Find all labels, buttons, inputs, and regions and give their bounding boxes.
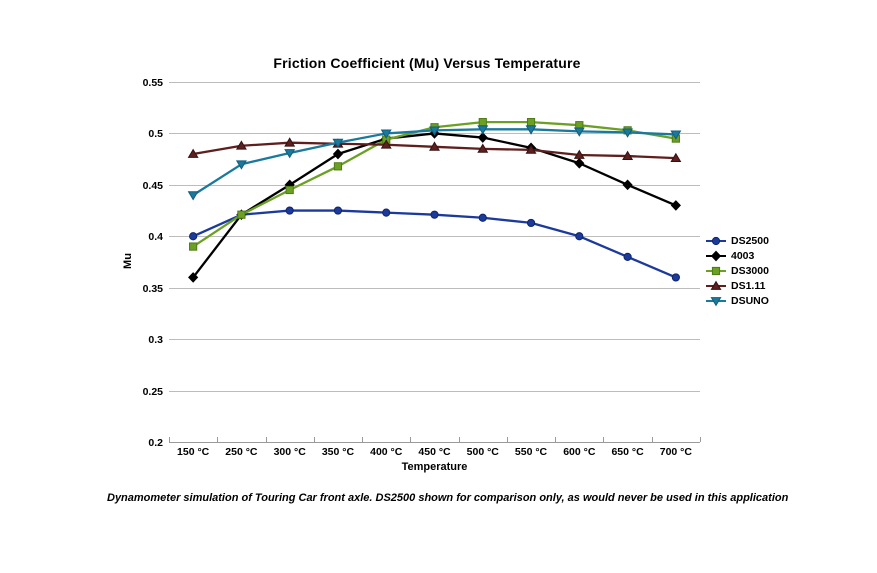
y-tick-label: 0.5: [148, 128, 163, 140]
data-point-DS3000: [333, 162, 343, 171]
x-tick-label: 450 °C: [418, 446, 451, 458]
series-DS2500: [189, 206, 680, 282]
series-DSUNO: [187, 125, 682, 201]
series-4003: [188, 128, 681, 283]
data-point-DSUNO: [573, 127, 585, 137]
data-point-DSUNO: [429, 126, 440, 136]
data-point-DS1.11: [477, 143, 489, 153]
x-tick-label: 600 °C: [563, 446, 596, 458]
legend-label: DS3000: [731, 264, 769, 277]
data-point-4003: [670, 200, 681, 211]
legend-label: DS1.11: [731, 279, 766, 292]
x-tick-label: 650 °C: [611, 446, 644, 458]
data-point-DSUNO: [477, 125, 489, 135]
data-point-DSUNO: [187, 191, 199, 201]
legend-item-DSUNO: DSUNO: [706, 293, 769, 308]
data-point-DS1.11: [187, 148, 199, 158]
data-point-DS2500: [671, 273, 680, 282]
data-point-4003: [332, 148, 344, 160]
data-point-DS3000: [478, 118, 487, 127]
x-tick-label: 300 °C: [274, 446, 307, 458]
data-point-DS1.11: [670, 152, 682, 163]
data-point-4003: [188, 272, 199, 283]
legend-label: 4003: [731, 249, 755, 262]
data-point-DSUNO: [525, 125, 537, 135]
legend-item-4003: 4003: [706, 248, 769, 263]
x-axis-ticks-and-labels: 150 °C 250 °C 300 °C 350 °C 400 °C 450 °C 500 …: [169, 437, 701, 458]
square-marker-icon: [706, 266, 726, 275]
data-point-DS3000: [285, 185, 294, 195]
data-point-DS3000: [526, 118, 536, 127]
data-point-DS3000: [237, 210, 246, 219]
legend-label: DSUNO: [731, 294, 769, 307]
y-tick-label: 0.55: [143, 77, 164, 89]
data-point-DS3000: [189, 242, 198, 251]
x-tick-label: 400 °C: [370, 446, 403, 458]
data-point-DS2500: [623, 252, 632, 261]
triangle-up-marker-icon: [706, 280, 726, 290]
x-axis-title: Temperature: [401, 461, 468, 473]
x-tick-label: 250 °C: [225, 446, 258, 458]
data-point-4003: [574, 157, 585, 169]
data-point-DSUNO: [284, 149, 296, 159]
data-point-4003: [622, 179, 633, 191]
circle-marker-icon: [706, 236, 726, 245]
data-point-DS2500: [189, 232, 198, 241]
y-tick-label: 0.2: [148, 437, 163, 449]
legend-item-DS3000: DS3000: [706, 263, 769, 278]
data-point-DSUNO: [622, 128, 634, 138]
x-tick-label: 550 °C: [515, 446, 548, 458]
data-point-DS1.11: [573, 149, 585, 159]
y-tick-label: 0.25: [143, 386, 164, 398]
y-tick-label: 0.3: [148, 334, 163, 346]
legend: DS2500 4003 DS3000 DS1.11 DSUNO: [706, 233, 769, 308]
data-point-DS1.11: [235, 140, 247, 150]
y-tick-labels: 0.55 0.5 0.45 0.4 0.35 0.3 0.25 0.2: [143, 77, 164, 449]
data-point-DSUNO: [670, 130, 682, 140]
data-point-DS2500: [526, 218, 536, 228]
series-line-DS3000: [191, 120, 678, 248]
data-point-DS2500: [333, 206, 343, 215]
y-axis-title: Mu: [122, 253, 134, 269]
x-tick-label: 700 °C: [660, 446, 693, 458]
series-line-DS2500: [191, 209, 678, 279]
y-tick-label: 0.4: [148, 231, 163, 243]
legend-label: DS2500: [731, 234, 769, 247]
data-point-DS2500: [285, 206, 294, 215]
series-DS1.11: [187, 137, 682, 163]
chart-title: Friction Coefficient (Mu) Versus Tempera…: [273, 55, 581, 71]
x-tick-label: 350 °C: [322, 446, 355, 458]
y-tick-label: 0.35: [143, 283, 164, 295]
y-tick-label: 0.45: [143, 180, 164, 192]
data-point-DS2500: [430, 210, 439, 219]
data-point-DSUNO: [235, 160, 247, 170]
data-point-DS1.11: [622, 150, 634, 160]
data-point-DSUNO: [380, 129, 392, 139]
data-point-DS2500: [478, 213, 487, 222]
diamond-marker-icon: [706, 250, 726, 261]
data-point-4003: [477, 132, 488, 143]
legend-item-DS1.11: DS1.11: [706, 278, 769, 293]
legend-item-DS2500: DS2500: [706, 233, 769, 248]
triangle-down-marker-icon: [706, 296, 726, 306]
data-point-DSUNO: [332, 138, 344, 149]
data-point-DS1.11: [380, 139, 392, 149]
data-point-DS2500: [575, 232, 584, 241]
data-point-DS2500: [382, 208, 391, 217]
x-tick-label: 500 °C: [467, 446, 500, 458]
data-point-DS1.11: [284, 137, 296, 147]
chart-caption: Dynamometer simulation of Touring Car fr…: [107, 492, 789, 504]
data-point-DS1.11: [525, 144, 537, 154]
x-tick-label: 150 °C: [177, 446, 210, 458]
data-point-DS1.11: [429, 141, 440, 151]
